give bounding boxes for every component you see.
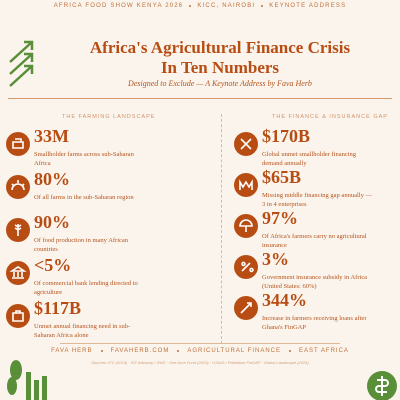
stat-icon (234, 132, 258, 156)
stat-number: 3% (262, 249, 289, 269)
sources: Sources: IFC (2024) · ISF Advisory / IFA… (91, 360, 309, 365)
label: AGRICULTURAL FINANCE (187, 348, 282, 354)
divider (60, 343, 340, 344)
stat-icon (6, 175, 30, 199)
stat-row: 97% Of Africa's farmers carry no agricult… (234, 208, 400, 252)
stat-number: $170B (262, 126, 311, 146)
money-icon (367, 371, 397, 400)
label: KEYNOTE ADDRESS (269, 3, 347, 9)
label: AFRICA FOOD SHOW KENYA 2026 (53, 3, 184, 9)
separator (100, 350, 103, 352)
stat-text: Government insurance subsidy in Africa (… (262, 274, 368, 290)
stat-number: 80% (34, 169, 70, 189)
column-divider (221, 114, 222, 344)
stat-number: $65B (262, 167, 302, 187)
stat-icon (6, 261, 30, 285)
separator (177, 350, 180, 352)
stat-number: 97% (262, 208, 298, 228)
divider (8, 98, 392, 99)
growth-icon (9, 40, 34, 87)
stat-text: Missing middle financing gap annually — … (262, 192, 372, 208)
stat-icon (234, 296, 258, 320)
stat-row: 80% Of all farms in the sub-Saharan regio… (6, 169, 206, 213)
separator (261, 5, 264, 7)
stat-text: Increase in farmers receiving loans afte… (262, 315, 367, 331)
stat-icon (234, 173, 258, 197)
stat-icon (6, 132, 30, 156)
stat-text: Of food production in many African count… (34, 237, 129, 253)
header: AFRICA FOOD SHOW KENYA 2026 KICC, NAIROBI… (0, 3, 400, 9)
title-line: Africa's Agricultural Finance Crisis (89, 38, 351, 57)
stat-text: Of commercial bank lending directed to a… (34, 280, 138, 296)
stat-icon (234, 214, 258, 238)
stat-number: 33M (34, 126, 69, 146)
label: FAVA HERB (51, 348, 93, 354)
title-line: In Ten Numbers (160, 58, 280, 77)
stat-number: 90% (34, 212, 70, 232)
stat-text: Global unmet smallholder financing deman… (262, 151, 357, 167)
stat-row: $65B Missing middle financing gap annuall… (234, 167, 400, 211)
stat-text: Smallholder farms across sub-Saharan Afr… (34, 151, 134, 167)
stat-row: $117B Unmet annual financing need in sub-… (6, 298, 206, 342)
stat-icon (6, 218, 30, 242)
label: EAST AFRICA (299, 348, 349, 354)
stat-row: $170B Global unmet smallholder financing … (234, 126, 400, 170)
stat-number: 344% (262, 290, 307, 310)
subtitle: Designed to Exclude — A Keynote Address … (128, 79, 312, 88)
separator (289, 350, 292, 352)
plant-icon (7, 360, 47, 400)
separator (189, 5, 192, 7)
section-heading: THE FARMING LANDSCAPE (62, 114, 156, 120)
stat-number: $117B (34, 298, 82, 318)
label: FAVAHERB.COM (110, 348, 170, 354)
stat-text: Of all farms in the sub-Saharan region (34, 194, 134, 201)
stat-row: 33M Smallholder farms across sub-Saharan … (6, 126, 206, 170)
label: KICC, NAIROBI (197, 3, 256, 9)
stat-number: <5% (34, 255, 72, 275)
stat-row: 344% Increase in farmers receiving loans … (234, 290, 400, 334)
stat-row: 90% Of food production in many African co… (6, 212, 206, 256)
stat-text: Unmet annual financing need in sub-Sahar… (34, 323, 131, 339)
stat-row: 3% Government insurance subsidy in Africa… (234, 249, 400, 293)
stat-icon (234, 255, 258, 279)
stat-icon (6, 304, 30, 328)
footer: FAVA HERB FAVAHERB.COM AGRICULTURAL FINANC… (0, 348, 400, 354)
section-heading: THE FINANCE & INSURANCE GAP (272, 114, 388, 120)
stat-row: <5% Of commercial bank lending directed t… (6, 255, 206, 299)
stat-text: Of Africa's farmers carry no agricultura… (262, 233, 367, 249)
